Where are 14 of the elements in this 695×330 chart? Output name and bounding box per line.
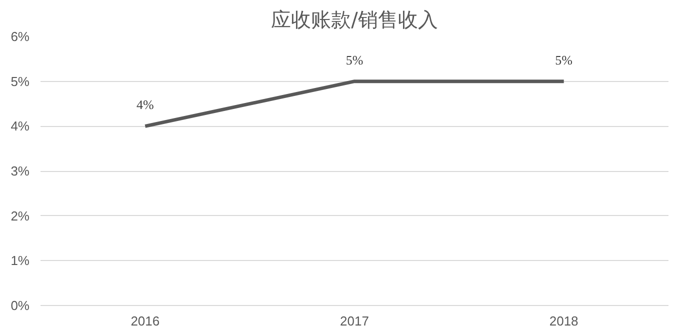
y-tick-label: 5% bbox=[10, 74, 30, 89]
x-tick-label: 2017 bbox=[340, 314, 369, 328]
data-label: 5% bbox=[346, 52, 364, 68]
data-label: 4% bbox=[136, 97, 154, 112]
chart-title: 应收账款/销售收入 bbox=[271, 8, 438, 32]
y-tick-label: 0% bbox=[10, 298, 30, 313]
y-tick-label: 1% bbox=[10, 253, 30, 268]
y-tick-label: 2% bbox=[10, 208, 30, 224]
y-tick-label: 4% bbox=[10, 118, 30, 134]
x-tick-label: 2018 bbox=[549, 314, 578, 328]
x-tick-label: 2016 bbox=[130, 314, 160, 328]
y-tick-label: 3% bbox=[10, 164, 30, 178]
data-label: 5% bbox=[555, 52, 573, 68]
y-tick-label: 6% bbox=[10, 29, 30, 44]
